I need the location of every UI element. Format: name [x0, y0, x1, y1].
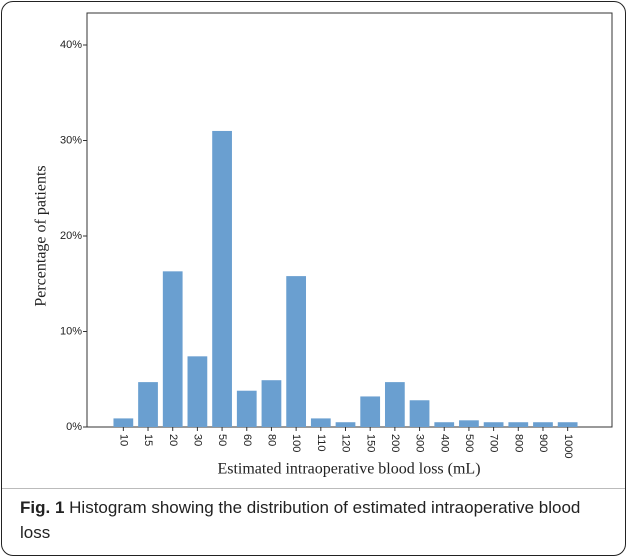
bar: [483, 422, 504, 427]
y-tick-label: 30%: [60, 134, 82, 146]
x-tick-label: 30: [191, 434, 203, 446]
chart: Percentage of patients Estimated intraop…: [33, 12, 613, 478]
y-axis-title: Percentage of patients: [33, 165, 50, 306]
x-tick-label: 800: [512, 434, 524, 452]
bar: [212, 130, 232, 427]
bar: [236, 390, 257, 427]
bar: [261, 380, 282, 427]
x-tick-label: 1000: [562, 434, 574, 458]
bar: [310, 418, 331, 427]
x-tick-label: 900: [537, 434, 549, 452]
bar: [508, 422, 529, 427]
x-tick-label: 50: [216, 434, 228, 446]
bar: [384, 382, 405, 427]
y-tick-label: 10%: [60, 325, 82, 337]
x-tick-label: 150: [364, 434, 376, 452]
bar: [113, 418, 134, 427]
x-tick-label: 120: [340, 434, 352, 452]
caption-text: Histogram showing the distribution of es…: [20, 498, 581, 542]
bar: [434, 422, 455, 427]
x-tick-label: 700: [488, 434, 500, 452]
caption-label: Fig. 1: [20, 498, 65, 517]
divider: [2, 488, 625, 489]
x-tick-label: 20: [167, 434, 179, 446]
x-tick-label: 200: [389, 434, 401, 452]
bar: [187, 356, 208, 427]
bar: [533, 422, 553, 427]
y-tick-label: 0%: [66, 421, 82, 433]
x-tick-label: 15: [142, 434, 154, 446]
bar: [162, 271, 183, 427]
bar: [138, 382, 158, 427]
x-tick-label: 110: [315, 434, 327, 452]
x-tick-label: 80: [266, 434, 278, 446]
bar: [360, 396, 381, 427]
y-tick-label: 40%: [60, 39, 82, 51]
x-tick-label: 100: [290, 434, 302, 452]
bar: [286, 276, 307, 427]
x-tick-label: 300: [414, 434, 426, 452]
x-tick-label: 400: [438, 434, 450, 452]
bar: [409, 400, 430, 427]
x-tick-label: 60: [241, 434, 253, 446]
caption: Fig. 1 Histogram showing the distributio…: [20, 495, 610, 545]
x-tick-label: 10: [117, 434, 129, 446]
x-tick-label: 500: [463, 434, 475, 452]
x-axis-title: Estimated intraoperative blood loss (mL): [217, 461, 480, 478]
y-tick-label: 20%: [60, 230, 82, 242]
bar: [335, 422, 356, 427]
bar: [459, 420, 479, 427]
bar: [557, 422, 578, 427]
